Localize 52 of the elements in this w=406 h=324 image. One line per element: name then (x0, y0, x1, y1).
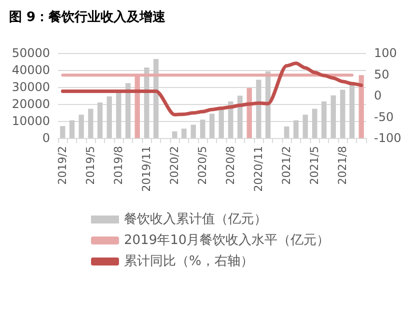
bar (60, 126, 66, 138)
bar (172, 131, 178, 138)
bar (106, 96, 112, 138)
line-series (60, 61, 364, 116)
bar (237, 96, 243, 138)
bar (69, 120, 75, 138)
legend-label: 餐饮收入累计值（亿元） (124, 212, 267, 227)
y-tick-label: 20000 (12, 97, 50, 111)
bar (209, 114, 215, 138)
x-tick-label: 2020/8 (224, 146, 238, 185)
x-tick-label: 2020/11 (252, 146, 266, 192)
bar (312, 108, 318, 138)
y2-tick-label: -100 (374, 131, 402, 145)
bar (218, 110, 224, 138)
x-tick-label: 2020/5 (196, 146, 210, 185)
y-tick-label: 40000 (12, 63, 50, 77)
bar (181, 128, 187, 138)
x-tick-label: 2021/5 (308, 146, 322, 185)
y2-tick-label: 0 (374, 88, 382, 102)
y-tick-label: 50000 (12, 46, 50, 60)
x-tick-label: 2019/5 (84, 146, 98, 185)
legend-label: 累计同比（%，右轴） (124, 254, 254, 269)
bar (200, 120, 206, 138)
y-tick-label: 0 (42, 131, 50, 145)
bar (330, 95, 336, 138)
x-tick-label: 2019/8 (112, 146, 126, 185)
x-tick-label: 2020/2 (168, 146, 182, 185)
x-tick-label: 2019/2 (56, 146, 70, 185)
y-tick-label: 10000 (12, 114, 50, 128)
bar (358, 75, 364, 138)
bar (256, 80, 262, 138)
chart-title: 图 9：餐饮行业收入及增速 (9, 9, 167, 25)
bar (321, 101, 327, 138)
x-tick-label: 2021/8 (336, 146, 350, 185)
bar (97, 102, 103, 138)
bar (190, 124, 196, 138)
y2-tick-label: -50 (374, 110, 394, 124)
bar (88, 108, 94, 138)
bar (78, 114, 84, 138)
bar (302, 114, 308, 138)
bar (349, 84, 355, 138)
bar (293, 120, 299, 138)
y-tick-label: 30000 (12, 80, 50, 94)
x-tick-label: 2021/2 (280, 146, 294, 185)
bar (125, 83, 131, 138)
bar (246, 88, 252, 138)
legend-label: 2019年10月餐饮收入水平（亿元） (124, 233, 330, 248)
x-tick-label: 2019/11 (140, 146, 154, 192)
y2-tick-label: 50 (374, 67, 390, 82)
bar (340, 90, 346, 138)
bar (284, 126, 290, 138)
y2-tick-label: 100 (374, 46, 397, 60)
